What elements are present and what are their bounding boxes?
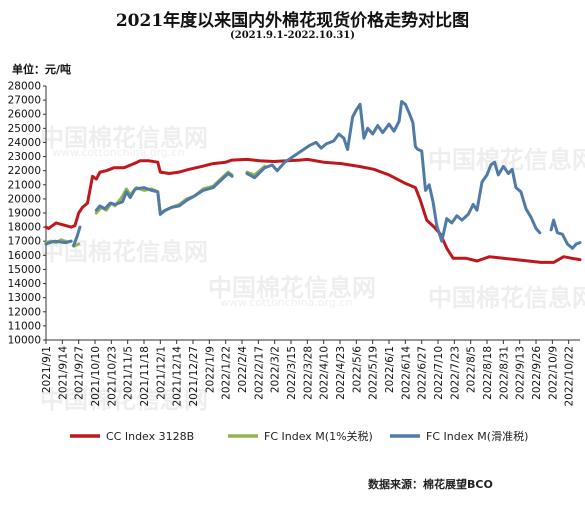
- x-tick-label: 2022/9/26: [531, 346, 543, 400]
- chart-title: 2021年度以来国内外棉花现货价格走势对比图: [115, 11, 470, 31]
- x-tick-label: 2021/10/23: [106, 346, 118, 407]
- x-tick-label: 2022/7/23: [449, 346, 461, 400]
- x-tick-label: 2022/8/31: [498, 346, 510, 400]
- x-tick-label: 2022/4/10: [319, 346, 331, 400]
- y-tick-label: 11000: [8, 320, 41, 332]
- x-tick-label: 2022/10/9: [547, 346, 559, 400]
- y-tick-label: 12000: [8, 306, 41, 318]
- x-tick-label: 2021/9/27: [74, 346, 86, 400]
- x-tick-label: 2021/12/27: [188, 346, 200, 407]
- y-tick-label: 16000: [8, 250, 41, 262]
- x-tick-label: 2022/8/18: [482, 346, 494, 400]
- x-tick-label: 2022/6/27: [417, 346, 429, 400]
- y-tick-label: 28000: [8, 81, 41, 93]
- x-tick-label: 2022/5/19: [368, 346, 380, 400]
- x-tick-label: 2022/6/1: [384, 346, 396, 393]
- x-tick-label: 2022/8/5: [466, 346, 478, 393]
- y-tick-label: 14000: [8, 278, 41, 290]
- x-tick-label: 2022/4/23: [335, 346, 347, 400]
- series-line: [72, 225, 82, 247]
- legend-label: CC Index 3128B: [106, 430, 194, 443]
- series-line: [44, 239, 73, 246]
- series-fc-index-sliding: [44, 100, 582, 250]
- y-tick-label: 25000: [8, 123, 41, 135]
- x-tick-label: 2022/7/10: [433, 346, 445, 400]
- y-tick-label: 21000: [8, 179, 41, 191]
- x-tick-label: 2021/12/1: [155, 346, 167, 400]
- x-tick-label: 2022/3/15: [286, 346, 298, 400]
- y-tick-label: 20000: [8, 193, 41, 205]
- y-tick-label: 19000: [8, 208, 41, 220]
- series-line: [94, 172, 234, 216]
- series-layer: [44, 100, 582, 264]
- y-tick-label: 23000: [8, 151, 41, 163]
- x-tick-label: 2021/12/14: [172, 346, 184, 407]
- data-source-note: 数据来源：棉花展望BCO: [368, 478, 493, 491]
- x-tick-label: 2022/3/2: [270, 346, 282, 393]
- series-line: [44, 157, 582, 264]
- legend: CC Index 3128B FC Index M(1%关税) FC Index M…: [70, 429, 528, 443]
- y-tick-label: 15000: [8, 264, 41, 276]
- y-tick-label: 13000: [8, 292, 41, 304]
- y-tick-label: 27000: [8, 95, 41, 107]
- x-tick-label: 2022/2/17: [253, 346, 265, 400]
- x-tick-label: 2022/6/14: [400, 346, 412, 400]
- x-tick-label: 2021/9/1: [41, 346, 53, 393]
- x-tick-label: 2022/1/22: [221, 346, 233, 400]
- y-tick-label: 17000: [8, 236, 41, 248]
- series-cc-index: [44, 157, 582, 264]
- x-tick-label: 2022/9/13: [515, 346, 527, 400]
- legend-label: FC Index M(滑准税): [426, 429, 528, 443]
- y-tick-label: 22000: [8, 165, 41, 177]
- series-line: [245, 100, 542, 243]
- y-tick-label: 26000: [8, 109, 41, 121]
- y-tick-label: 18000: [8, 222, 41, 234]
- x-axis: 2021/9/1 2021/9/14 2021/9/27 2021/10/10 2021…: [41, 339, 580, 407]
- y-tick-label: 24000: [8, 137, 41, 149]
- y-axis-unit-label: 单位：元/吨: [12, 63, 72, 76]
- x-tick-label: 2022/2/4: [237, 346, 249, 393]
- x-tick-label: 2022/3/28: [302, 346, 314, 400]
- series-line: [549, 218, 582, 250]
- x-tick-label: 2021/10/10: [90, 346, 102, 407]
- y-tick-label: 10000: [8, 335, 41, 347]
- x-tick-label: 2022/10/22: [564, 346, 576, 407]
- series-line: [94, 170, 234, 215]
- x-tick-label: 2022/5/6: [351, 346, 363, 393]
- x-tick-label: 2021/11/5: [123, 346, 135, 400]
- x-tick-label: 2021/11/18: [139, 346, 151, 407]
- legend-label: FC Index M(1%关税): [264, 429, 373, 443]
- chart-subtitle: (2021.9.1-2022.10.31): [230, 30, 355, 41]
- y-axis: 10000 11000 12000 13000 14000 15000 16000 17000…: [8, 81, 47, 347]
- x-tick-label: 2021/9/14: [57, 346, 69, 400]
- x-tick-label: 2022/1/9: [204, 346, 216, 393]
